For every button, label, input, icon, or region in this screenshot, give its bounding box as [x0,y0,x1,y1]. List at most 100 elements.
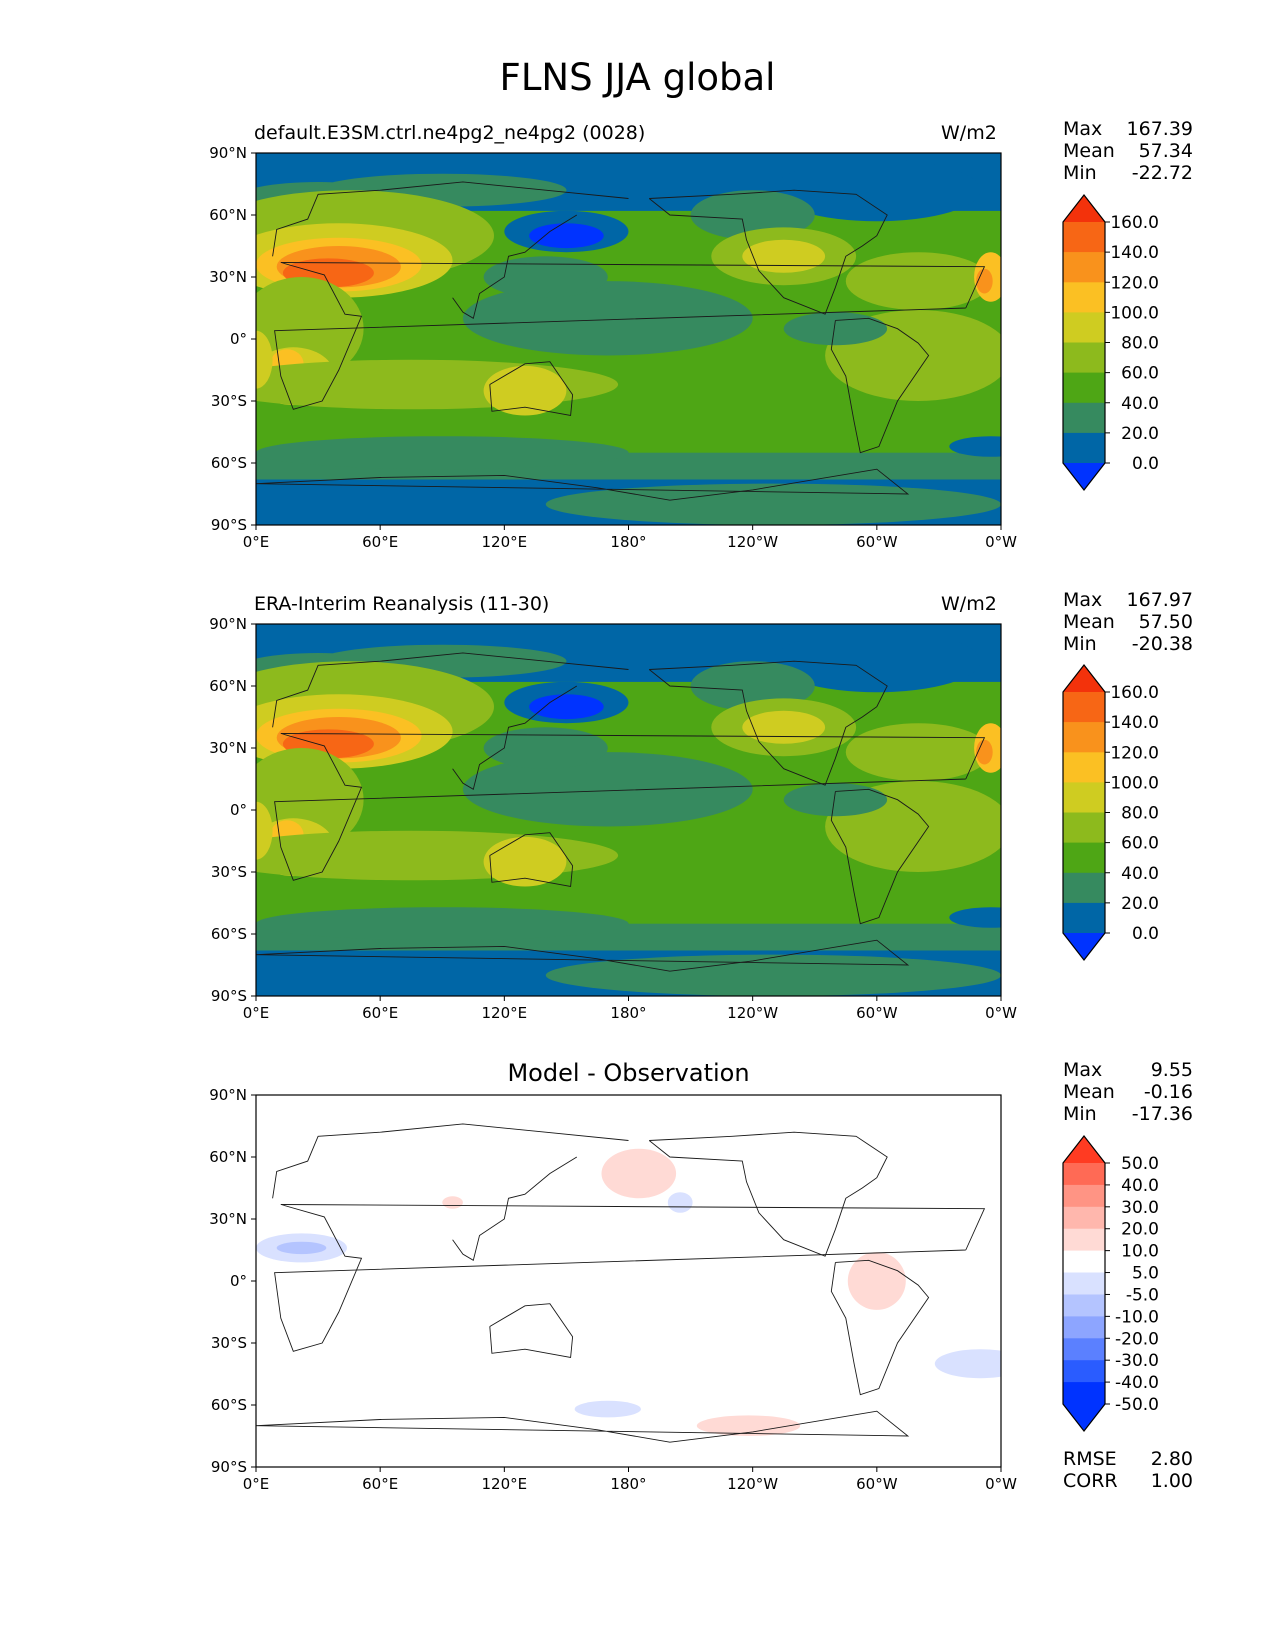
colorbar-segment [1063,1250,1105,1274]
y-tick-label: 90°N [209,615,247,633]
west-pacific-region [483,256,608,298]
x-tick-label: 60°E [362,1004,398,1022]
colorbar-segment [1063,1338,1105,1361]
colorbar-tick-label: 100.0 [1110,773,1159,793]
stat-name: Mean [1063,140,1115,162]
y-tick-label: 0° [230,801,247,819]
pacific-itcz-region [462,752,753,827]
y-tick-label: 30°N [209,1210,247,1228]
colorbar-tick-label: -20.0 [1115,1329,1159,1349]
coastline [452,214,578,319]
coastline [256,468,910,501]
panel1-label-left: default.E3SM.ctrl.ne4pg2_ne4pg2 (0028) [254,122,646,144]
x-tick-label: 60°E [362,1475,398,1493]
colorbar-segment [1063,1360,1105,1383]
panel2-label-left: ERA-Interim Reanalysis (11-30) [254,593,550,615]
stat-name: Max [1063,589,1103,611]
coastline [648,1131,888,1257]
colorbar-tick-label: 80.0 [1121,804,1159,824]
pacific-itcz-region [462,281,753,356]
panel2-units: W/m2 [941,593,997,615]
southern-ocean-region [256,907,629,941]
antarctic-ross-region [545,483,1001,525]
colorbar-segment [1063,812,1105,844]
colorbar-segment [1063,432,1105,464]
west-pacific-region [483,727,608,769]
colorbar-tick-label: 120.0 [1110,273,1159,293]
map-panel-1: 0°E 60°E 120°E 180° 120°W 60°W 0°W 90°N 60°N 30°N… [209,144,1017,551]
x-tick-label: 60°W [856,1004,898,1022]
coastline [274,733,986,881]
colorbar-segment [1063,842,1105,874]
southern-ocean-region [256,436,629,470]
y-tick-label: 60°S [211,925,247,943]
panel1-units: W/m2 [941,122,997,144]
colorbar-segment [1063,402,1105,434]
colorbar-segment [1063,782,1105,814]
guinea-region [256,330,273,389]
colorbar-tick-label: 100.0 [1110,303,1159,323]
y-tick-label: 90°N [209,144,247,162]
x-tick-label: 180° [610,1004,646,1022]
colorbar-tick-label: 20.0 [1121,894,1159,914]
stat-name: RMSE [1063,1448,1117,1470]
kamchatka-region [529,694,604,720]
colorbar-tick-label: 60.0 [1121,834,1159,854]
x-tick-label: 180° [610,1475,646,1493]
coastline [648,189,888,315]
colorbar-segment [1063,1163,1105,1186]
colorbar-2: 160.0 140.0 120.0 100.0 80.0 60.0 40.0 20.0 0.0 [1062,664,1159,961]
pacific-anomaly [667,1192,693,1213]
colorbar-tick-label: 10.0 [1121,1242,1159,1262]
coastline [830,317,930,454]
coastline [489,361,574,417]
y-tick-label: 60°N [209,1148,247,1166]
colorbar-segment [1063,872,1105,904]
amundsen-anomaly [696,1415,801,1436]
x-tick-label: 0°E [243,533,270,551]
alaska-region [690,190,815,240]
greenland-region [773,630,981,693]
iberia-high-region [976,268,993,294]
panel2-stats: Max 167.97 Mean 57.50 Min -20.38 [1063,589,1193,655]
greenland-region [773,159,981,222]
x-tick-label: 0°W [985,1004,1017,1022]
colorbar-tick-label: 60.0 [1121,364,1159,384]
australia-region [483,365,567,416]
colorbar-tick-label: 20.0 [1121,1220,1159,1240]
map-field [256,153,1001,525]
x-tick-label: 120°E [482,1475,528,1493]
amazon-region [783,783,888,817]
colorbar-extend-max [1063,1136,1105,1163]
colorbar-tick-label: 140.0 [1110,243,1159,263]
x-tick-label: 60°W [856,533,898,551]
panel3-footer-stats: RMSE 2.80 CORR 1.00 [1063,1448,1193,1492]
colorbar-segment [1063,252,1105,283]
x-tick-label: 120°W [727,1475,778,1493]
australia-region [483,836,567,887]
colorbar-3: 50.040.030.020.010.05.0-5.0-10.0-20.0-30… [1062,1135,1159,1432]
y-tick-label: 30°S [211,1334,247,1352]
stat-value: -20.38 [1131,633,1193,655]
colorbar-segment [1063,1316,1105,1339]
tibet-anomaly [442,1196,463,1209]
map-panel-2: 0°E 60°E 120°E 180° 120°W 60°W 0°W 90°N 60°N 30°N… [209,615,1017,1022]
colorbar-tick-label: 20.0 [1121,424,1159,444]
colorbar-segment [1063,1294,1105,1317]
colorbar-segment [1063,1206,1105,1230]
y-tick-label: 90°N [209,1086,247,1104]
stat-value: -22.72 [1131,162,1193,184]
coastline [256,939,910,972]
x-tick-label: 120°W [727,1004,778,1022]
colorbar-segment [1063,692,1105,723]
stat-name: Min [1063,633,1097,655]
colorbar-tick-label: -50.0 [1115,1395,1159,1415]
stat-name: Max [1063,1059,1103,1081]
colorbar-tick-label: 0.0 [1132,924,1159,944]
colorbar-tick-label: 5.0 [1132,1264,1159,1284]
rockies-region [742,710,826,744]
colorbar-segment [1063,1228,1105,1252]
panel1-stats: Max 167.39 Mean 57.34 Min -22.72 [1063,118,1193,184]
colorbar-1: 160.0 140.0 120.0 100.0 80.0 60.0 40.0 20.0 0.0 [1062,194,1159,491]
y-tick-label: 30°N [209,739,247,757]
